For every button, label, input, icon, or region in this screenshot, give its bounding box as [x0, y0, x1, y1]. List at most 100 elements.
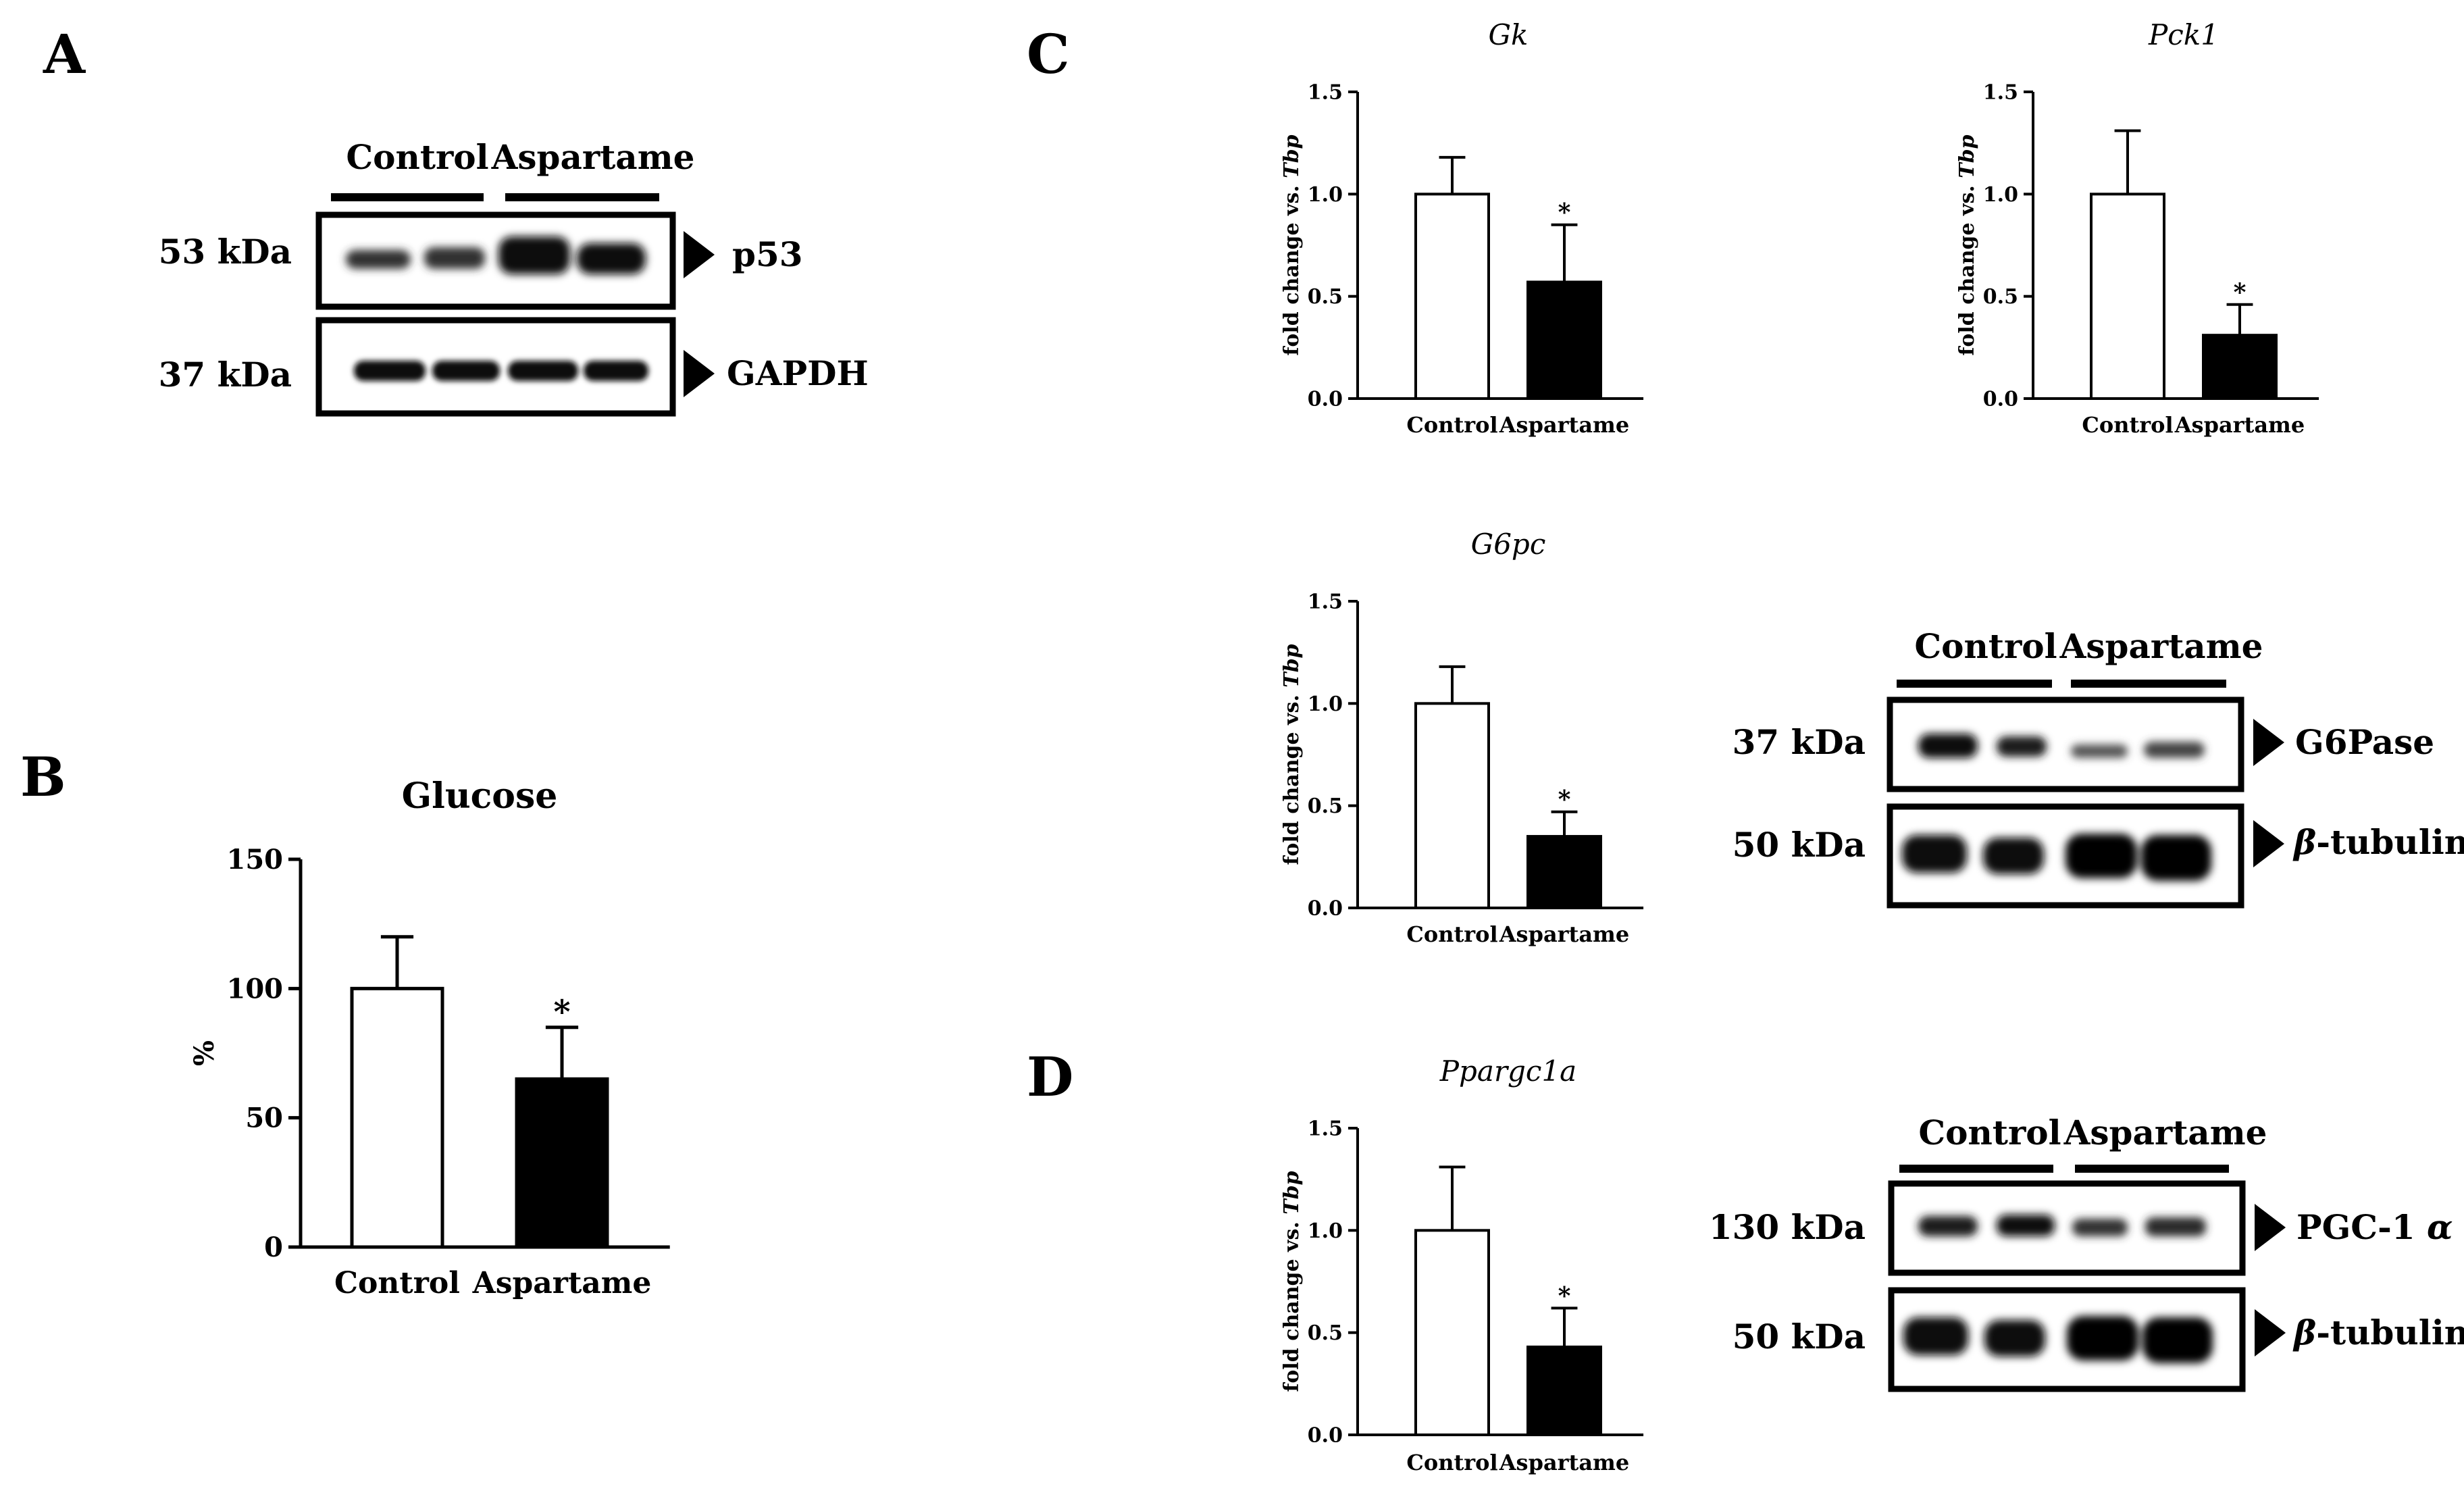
y-tick-label: 1.5: [1308, 81, 1343, 105]
y-tick-label: 0.5: [1983, 285, 2018, 309]
significance-marker: *: [1558, 199, 1571, 227]
arrow-icon: [2255, 1309, 2286, 1356]
y-axis-label-text: fold change vs.: [1280, 178, 1304, 356]
band: [432, 361, 500, 381]
significance-marker: *: [1558, 786, 1571, 814]
y-tick-label: 1.5: [1308, 590, 1343, 614]
y-tick-label: 1.0: [1308, 183, 1343, 207]
y-axis-label-gene: Tbp: [1280, 134, 1304, 178]
bar-control: [350, 986, 444, 1249]
band: [1984, 1320, 2045, 1356]
x-tick-label: Control: [1406, 921, 1497, 947]
blot-bands-tubulin: [1903, 1316, 2213, 1363]
chart-pck1: Pck1 0.0 0.5 1.0 1.5 fold change vs. Tbp Contr…: [1955, 18, 2319, 438]
y-tick-label: 0.5: [1308, 1321, 1343, 1345]
blot-protein-gapdh: GAPDH: [727, 353, 869, 393]
y-axis-label: %: [188, 1040, 220, 1066]
group-bar-aspartame: [2075, 1165, 2229, 1173]
band: [2065, 834, 2137, 878]
x-tick-label: Control: [1406, 412, 1497, 438]
y-axis-label-gene: Tbp: [1280, 644, 1304, 687]
blot-bands-pgc1a: [1918, 1215, 2206, 1236]
blot-kda-gapdh: 37 kDa: [159, 355, 292, 395]
y-tick-label: 150: [227, 844, 284, 876]
blot-pgc1a: Control Aspartame 130 kDa 50 kDa PGC-1 α…: [1709, 1113, 2464, 1392]
blot-protein-p53: p53: [732, 234, 803, 274]
blot-bands-g6pase: [1918, 734, 2205, 758]
y-tick-label: 0.5: [1308, 794, 1343, 818]
y-axis-label: fold change vs. Tbp: [1955, 134, 1979, 355]
blot-group-aspartame: Aspartame: [2059, 626, 2263, 666]
y-tick-label: 0: [264, 1232, 283, 1263]
chart-gk: Gk 0.0 0.5 1.0 1.5 fold change vs. Tbp Control…: [1280, 18, 1644, 438]
chart-glucose: Glucose 0 50 100 150% Control * Aspartame: [188, 776, 670, 1300]
alpha-symbol: α: [2427, 1207, 2453, 1247]
blot-group-control: Control: [1918, 1113, 2061, 1152]
y-axis-label: fold change vs. Tbp: [1280, 134, 1304, 355]
y-axis-label-gene: Tbp: [1955, 134, 1979, 178]
group-bar-control: [1899, 1165, 2053, 1173]
panel-label-b: B: [20, 745, 66, 809]
arrow-icon: [2253, 820, 2284, 867]
panel-label-a: A: [43, 22, 86, 86]
chart-g6pc: G6pc 0.0 0.5 1.0 1.5 fold change vs. Tbp Contr…: [1280, 528, 1644, 947]
blot-kda-tubulin: 50 kDa: [1732, 825, 1866, 865]
significance-marker: *: [2234, 278, 2247, 307]
tubulin-label: -tubulin: [2316, 1313, 2464, 1352]
bar-aspartame: [1526, 280, 1602, 401]
y-tick-label: 1.0: [1308, 692, 1343, 716]
y-tick-label: 0.0: [1308, 897, 1343, 921]
tubulin-label: -tubulin: [2316, 822, 2464, 862]
blot-protein-pgc1a: PGC-1 α: [2296, 1207, 2453, 1247]
blot-bands-tubulin: [1902, 834, 2211, 881]
arrow-icon: [684, 350, 715, 397]
x-tick-label: Control: [334, 1266, 460, 1300]
x-tick-label: Aspartame: [1499, 412, 1630, 438]
group-bar-aspartame: [2071, 680, 2226, 688]
band: [498, 236, 570, 274]
blot-protein-tubulin: β-tubulin: [2292, 1313, 2464, 1352]
blot-kda-g6pase: 37 kDa: [1732, 722, 1866, 762]
y-axis-label-text: fold change vs.: [1955, 178, 1979, 356]
band: [2067, 1316, 2138, 1361]
blot-g6pase: Control Aspartame 37 kDa 50 kDa G6Pase β…: [1732, 626, 2464, 909]
bar-control: [1414, 193, 1490, 400]
band: [2071, 744, 2128, 758]
band: [1903, 1317, 1968, 1355]
y-tick-label: 0.5: [1308, 285, 1343, 309]
x-tick-label: Aspartame: [472, 1266, 652, 1300]
blot-protein-g6pase: G6Pase: [2295, 722, 2434, 762]
chart-title: Ppargc1a: [1439, 1055, 1576, 1088]
y-axis-label-text: fold change vs.: [1280, 1215, 1304, 1392]
x-tick-label: Aspartame: [1499, 921, 1630, 947]
band: [577, 243, 646, 274]
arrow-icon: [2253, 719, 2284, 766]
bar-control: [1414, 1229, 1490, 1437]
y-axis-label: fold change vs. Tbp: [1280, 1171, 1304, 1392]
band: [2141, 835, 2211, 881]
panel-label-d: D: [1027, 1045, 1073, 1109]
band: [2144, 742, 2205, 758]
group-bar-control: [331, 193, 484, 201]
blot-group-aspartame: Aspartame: [2063, 1113, 2267, 1152]
blot-bands-gapdh: [354, 361, 648, 381]
significance-marker: *: [1558, 1282, 1571, 1310]
blot-group-aspartame: Aspartame: [491, 137, 695, 177]
x-tick-label: Aspartame: [1499, 1450, 1630, 1475]
band: [508, 361, 578, 381]
pgc1-label: PGC-1: [2296, 1207, 2427, 1247]
band: [1902, 835, 1967, 873]
band: [584, 361, 648, 381]
group-bar-control: [1897, 680, 2052, 688]
chart-title: G6pc: [1471, 528, 1546, 561]
chart-ppargc1a: Ppargc1a 0.0 0.5 1.0 1.5 fold change vs. Tbp C…: [1280, 1055, 1644, 1475]
blot-kda-tubulin: 50 kDa: [1732, 1317, 1866, 1356]
x-tick-label: Control: [1406, 1450, 1497, 1475]
y-tick-label: 1.0: [1983, 183, 2018, 207]
y-axis-label: fold change vs. Tbp: [1280, 644, 1304, 865]
blot-kda-p53: 53 kDa: [159, 232, 292, 272]
blot-bands-p53: [346, 236, 646, 274]
y-tick-label: 0.0: [1308, 388, 1343, 411]
y-axis-label-text: %: [188, 1040, 220, 1066]
blot-p53: Control Aspartame 53 kDa 37 kDa p53 GAPD…: [159, 137, 869, 417]
